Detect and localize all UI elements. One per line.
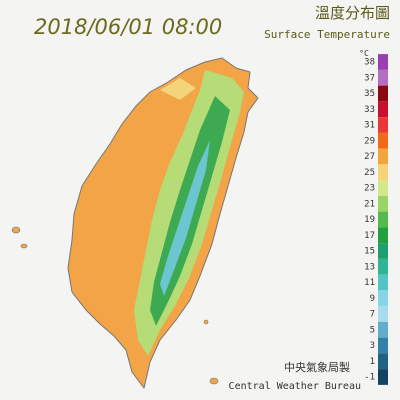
legend-swatch [378,290,388,307]
legend-label: 21 [364,199,375,209]
title-en: Surface Temperature [264,28,390,41]
legend-label: 15 [364,247,375,257]
legend-label: 38 [364,58,375,68]
legend-swatch [378,258,388,275]
legend-swatch [378,274,388,291]
high-peaks [160,140,210,296]
legend-swatch [378,195,388,212]
legend-label: 25 [364,168,375,178]
penghu-island [20,243,28,249]
legend-swatch [378,85,388,102]
legend-swatch [378,369,388,385]
legend-swatch [378,132,388,149]
legend-swatch [378,148,388,165]
legend-swatch [378,101,388,118]
legend-swatch [378,337,388,354]
legend-label: 27 [364,152,375,162]
legend-label: 1 [370,357,375,367]
legend-swatch [378,353,388,370]
legend-swatch [378,243,388,259]
title-zh: 溫度分布圖 [315,4,390,22]
legend-label: -1 [364,373,375,383]
legend-swatch [378,180,388,196]
legend-label: 11 [364,278,375,288]
legend-label: 7 [370,310,375,320]
green-island [203,319,209,325]
legend-swatch [378,321,388,338]
penghu-island [11,226,21,234]
agency-en: Central Weather Bureau [229,381,361,392]
legend-swatch [378,69,388,86]
legend-label: 5 [370,325,375,335]
legend-swatch [378,117,388,133]
legend-label: 31 [364,121,375,131]
legend-label: 35 [364,89,375,99]
legend-swatch [378,54,388,70]
legend-label: 3 [370,341,375,351]
legend-label: 9 [370,294,375,304]
legend-label: 37 [364,73,375,83]
legend-label: 23 [364,184,375,194]
lanyu-island [209,377,219,385]
legend-label: 13 [364,262,375,272]
legend-label: 19 [364,215,375,225]
timestamp: 2018/06/01 08:00 [34,15,222,39]
taiwan-island [11,57,259,390]
taipei-basin [160,78,196,100]
agency-zh: 中央氣象局製 [284,360,350,374]
legend-swatch [378,227,388,244]
legend-swatch [378,211,388,228]
legend-label: 33 [364,105,375,115]
legend-label: 17 [364,231,375,241]
legend-swatch [378,306,388,322]
legend-swatch [378,164,388,181]
legend-label: 29 [364,136,375,146]
legend-unit: °C [359,49,369,58]
